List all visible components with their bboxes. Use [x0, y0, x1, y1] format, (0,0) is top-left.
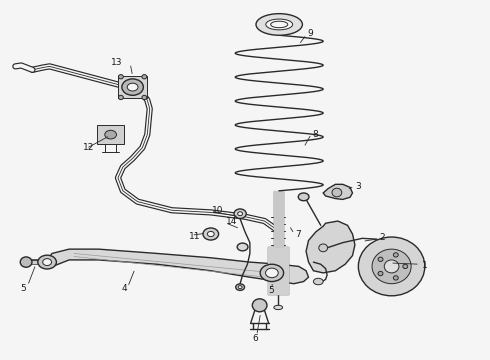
Ellipse shape: [237, 243, 248, 251]
Polygon shape: [323, 184, 352, 199]
Ellipse shape: [266, 268, 278, 278]
Ellipse shape: [260, 264, 284, 282]
Text: 13: 13: [111, 58, 122, 67]
Text: 5: 5: [269, 286, 274, 295]
Ellipse shape: [270, 21, 288, 28]
Polygon shape: [47, 249, 309, 284]
Ellipse shape: [256, 14, 302, 35]
Circle shape: [378, 271, 383, 276]
Circle shape: [372, 249, 411, 284]
Circle shape: [119, 75, 123, 79]
Polygon shape: [119, 76, 147, 98]
Circle shape: [384, 260, 399, 273]
Ellipse shape: [203, 228, 219, 240]
Circle shape: [378, 257, 383, 261]
Circle shape: [393, 253, 398, 257]
Text: 7: 7: [295, 230, 301, 239]
Ellipse shape: [43, 258, 51, 266]
Circle shape: [319, 244, 328, 252]
Ellipse shape: [274, 305, 283, 310]
Text: 12: 12: [83, 143, 94, 152]
Ellipse shape: [122, 79, 144, 95]
Ellipse shape: [127, 83, 138, 91]
Text: 2: 2: [379, 233, 385, 242]
Text: 6: 6: [253, 334, 259, 343]
Ellipse shape: [234, 209, 246, 219]
Polygon shape: [306, 221, 355, 273]
Ellipse shape: [38, 255, 56, 269]
Ellipse shape: [314, 278, 323, 285]
Circle shape: [332, 188, 342, 197]
Ellipse shape: [105, 130, 117, 139]
Text: 3: 3: [355, 182, 361, 191]
Text: 8: 8: [313, 130, 318, 139]
Circle shape: [119, 95, 123, 100]
Ellipse shape: [207, 231, 214, 237]
Text: 10: 10: [212, 206, 223, 215]
Text: 14: 14: [225, 217, 237, 226]
Circle shape: [403, 264, 408, 269]
Ellipse shape: [238, 285, 242, 289]
Circle shape: [142, 95, 147, 100]
Ellipse shape: [236, 284, 245, 291]
Circle shape: [20, 257, 32, 267]
Circle shape: [252, 299, 267, 312]
Ellipse shape: [298, 193, 309, 201]
Polygon shape: [97, 125, 124, 144]
Circle shape: [358, 237, 425, 296]
Ellipse shape: [266, 19, 293, 30]
Circle shape: [142, 75, 147, 79]
Text: 5: 5: [20, 284, 26, 293]
Circle shape: [393, 276, 398, 280]
Text: 9: 9: [308, 28, 313, 37]
Ellipse shape: [238, 212, 243, 216]
Text: 11: 11: [189, 232, 200, 241]
Text: 4: 4: [122, 284, 127, 293]
Text: 1: 1: [422, 261, 428, 270]
